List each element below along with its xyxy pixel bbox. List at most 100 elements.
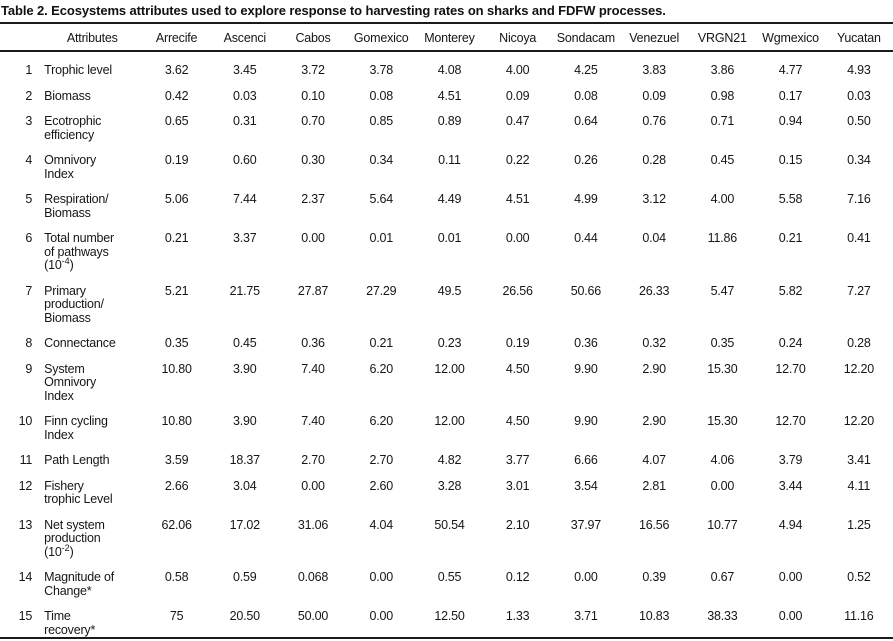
table-cell: 17.02 bbox=[229, 517, 260, 532]
table-cell: 0.08 bbox=[574, 88, 598, 103]
table-cell: 4.25 bbox=[574, 63, 598, 77]
table-cell: 18.37 bbox=[229, 453, 260, 467]
header-sondacam: Sondacam bbox=[551, 23, 620, 52]
table-cell: 10.80 bbox=[161, 414, 192, 428]
table-cell: 2.66 bbox=[164, 478, 189, 493]
row-number: 12 bbox=[18, 478, 33, 493]
table-cell: 3.28 bbox=[437, 478, 462, 493]
table-cell: 0.03 bbox=[233, 88, 257, 103]
attribute-name: Connectance bbox=[44, 336, 116, 350]
table-cell: 27.87 bbox=[297, 283, 329, 298]
table-cell: 1.25 bbox=[847, 517, 871, 532]
table-cell: 4.00 bbox=[505, 63, 530, 77]
table-cell: 3.04 bbox=[233, 478, 257, 493]
table-cell: 6.20 bbox=[369, 361, 393, 376]
row-number: 2 bbox=[25, 88, 33, 103]
table-cell: 5.82 bbox=[778, 283, 803, 298]
table-cell: 3.90 bbox=[233, 361, 257, 376]
table-cell: 4.08 bbox=[437, 63, 462, 77]
table-row: 12 Fishery trophic Level 2.66 3.04 0.00 2.60 3.… bbox=[0, 468, 893, 507]
header-nicoya: Nicoya bbox=[483, 23, 552, 52]
table-row: 9 System Omnivory Index 10.80 3.90 7.40 6.20 12.… bbox=[0, 351, 893, 404]
table-cell: 0.47 bbox=[505, 114, 530, 128]
table-cell: 6.66 bbox=[574, 453, 598, 467]
exponent: -2 bbox=[61, 542, 70, 553]
table-cell: 0.30 bbox=[301, 153, 325, 167]
table-cell: 2.70 bbox=[369, 453, 393, 467]
table-cell: 0.36 bbox=[301, 336, 325, 350]
row-number: 9 bbox=[25, 361, 33, 376]
table-cell: 3.79 bbox=[778, 453, 803, 467]
table-cell: 26.33 bbox=[638, 283, 670, 298]
attribute-name: Magnitude of Change* bbox=[44, 570, 115, 598]
table-cell: 3.44 bbox=[778, 478, 803, 493]
table-cell: 3.90 bbox=[233, 414, 257, 428]
table-cell: 50.00 bbox=[297, 609, 329, 623]
table-cell: 4.99 bbox=[574, 192, 598, 206]
row-number: 6 bbox=[25, 231, 33, 245]
table-row: 15 Time recovery* 75 20.50 50.00 0.00 12.50 1.33… bbox=[0, 598, 893, 638]
table-cell: 0.19 bbox=[505, 336, 530, 350]
table-cell: 9.90 bbox=[574, 361, 598, 376]
table-cell: 4.50 bbox=[505, 361, 530, 376]
table-cell: 0.23 bbox=[437, 336, 462, 350]
table-cell: 3.78 bbox=[369, 63, 393, 77]
attribute-name: Primary production/Biomass bbox=[44, 283, 104, 325]
table-row: 1 Trophic level 3.62 3.45 3.72 3.78 4.08 4.00 4.… bbox=[0, 51, 893, 78]
table-cell: 3.72 bbox=[301, 63, 325, 77]
table-row: 5 Respiration/Biomass 5.06 7.44 2.37 5.64 4.49… bbox=[0, 181, 893, 220]
table-cell: 7.16 bbox=[847, 192, 871, 206]
table-cell: 0.34 bbox=[369, 153, 393, 167]
table-cell: 0.24 bbox=[778, 336, 803, 350]
table-cell: 4.06 bbox=[710, 453, 735, 467]
table-cell: 7.27 bbox=[847, 283, 871, 298]
header-gomexico: Gomexico bbox=[347, 23, 416, 52]
ecosystem-attributes-table: Attributes Arrecife Ascenci Cabos Gomexi… bbox=[0, 22, 893, 639]
attribute-name: Time recovery* bbox=[44, 609, 96, 637]
table-cell: 7.40 bbox=[301, 414, 325, 428]
table-cell: 50.66 bbox=[570, 283, 602, 298]
header-venezuel: Venezuel bbox=[620, 23, 689, 52]
table-cell: 4.82 bbox=[437, 453, 462, 467]
table-cell: 7.44 bbox=[233, 192, 257, 206]
row-number: 10 bbox=[18, 414, 33, 428]
table-cell: 0.00 bbox=[710, 478, 735, 493]
table-row: 13 Net system production (10-2) 62.06 17.02 31… bbox=[0, 507, 893, 560]
table-cell: 0.10 bbox=[301, 88, 325, 103]
table-cell: 4.49 bbox=[437, 192, 462, 206]
table-cell: 0.39 bbox=[642, 570, 666, 584]
table-cell: 5.47 bbox=[710, 283, 735, 298]
attribute-name: Biomass bbox=[44, 88, 91, 103]
table-cell: 2.37 bbox=[301, 192, 325, 206]
table-cell: 0.55 bbox=[437, 570, 462, 584]
table-cell: 4.94 bbox=[778, 517, 803, 532]
table-cell: 4.50 bbox=[505, 414, 530, 428]
exponent: -4 bbox=[61, 255, 70, 266]
table-cell: 0.76 bbox=[642, 114, 666, 128]
table-cell: 0.00 bbox=[301, 231, 325, 245]
table-cell: 0.98 bbox=[710, 88, 735, 103]
table-cell: 2.60 bbox=[369, 478, 393, 493]
table-cell: 0.36 bbox=[574, 336, 598, 350]
table-cell: 0.21 bbox=[164, 231, 189, 245]
table-cell: 0.44 bbox=[574, 231, 598, 245]
table-cell: 75 bbox=[169, 609, 184, 623]
table-cell: 3.54 bbox=[574, 478, 598, 493]
header-attributes: Attributes bbox=[42, 23, 143, 52]
table-cell: 0.00 bbox=[505, 231, 530, 245]
table-cell: 4.77 bbox=[778, 63, 803, 77]
table-cell: 4.51 bbox=[505, 192, 530, 206]
attribute-name: Respiration/Biomass bbox=[44, 192, 109, 220]
table-cell: 62.06 bbox=[161, 517, 192, 532]
table-cell: 0.00 bbox=[301, 478, 325, 493]
header-monterey: Monterey bbox=[415, 23, 484, 52]
table-cell: 12.20 bbox=[843, 414, 874, 428]
attribute-name: Trophic level bbox=[44, 63, 112, 77]
table-cell: 0.09 bbox=[642, 88, 666, 103]
table-cell: 3.12 bbox=[642, 192, 666, 206]
header-cabos: Cabos bbox=[278, 23, 348, 52]
table-cell: 3.59 bbox=[164, 453, 189, 467]
attribute-name: Path Length bbox=[44, 453, 110, 467]
table-cell: 0.35 bbox=[710, 336, 735, 350]
attribute-name: Finn cycling Index bbox=[44, 414, 108, 442]
